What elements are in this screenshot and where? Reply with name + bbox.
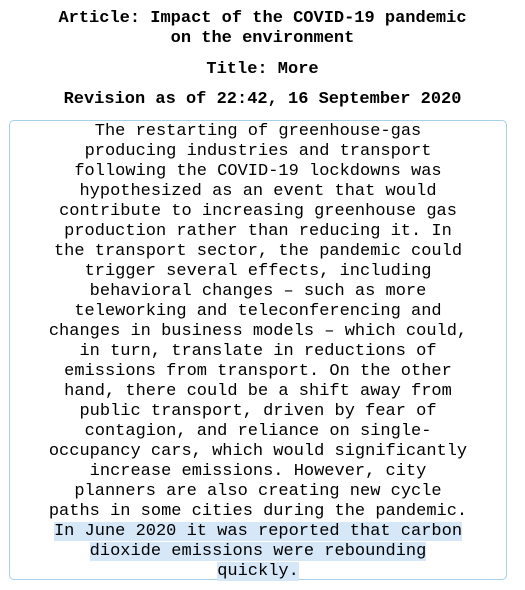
text-line: changes in business models – which could…	[48, 322, 468, 341]
highlighted-text: quickly.	[217, 562, 299, 581]
text-line: contribute to increasing greenhouse gas	[59, 202, 457, 221]
text-line: in turn, translate in reductions of	[79, 342, 437, 361]
text-line: contagion, and reliance on single-	[84, 422, 432, 441]
text-line: hypothesized as an event that would	[79, 182, 437, 201]
revision-content-box	[9, 120, 507, 580]
revision-heading: Revision as of 22:42, 16 September 2020	[63, 90, 462, 109]
title-heading: Title: More	[206, 60, 319, 79]
text-line: hand, there could be a shift away from	[64, 382, 452, 401]
text-line: occupancy cars, which would significantl…	[48, 442, 468, 461]
article-heading: Article: Impact of the COVID-19 pandemic…	[0, 9, 525, 49]
revision-text: The restarting of greenhouse-gas produci…	[9, 122, 507, 582]
text-line: behavioral changes – such as more	[89, 282, 427, 301]
highlighted-line: quickly.	[9, 562, 507, 582]
text-line: public transport, driven by fear of	[79, 402, 437, 421]
text-line: trigger several effects, including	[84, 262, 432, 281]
text-line: The restarting of greenhouse-gas	[94, 122, 422, 141]
text-line: emissions from transport. On the other	[64, 362, 452, 381]
text-line: the transport sector, the pandemic could	[53, 242, 463, 261]
text-line: teleworking and teleconferencing and	[74, 302, 442, 321]
text-line: following the COVID-19 lockdowns was	[74, 162, 442, 181]
highlighted-text: dioxide emissions were rebounding	[89, 542, 427, 561]
highlighted-line: In June 2020 it was reported that carbon	[9, 522, 507, 542]
article-heading-line-1: Article: Impact of the COVID-19 pandemic	[58, 9, 467, 28]
text-line: increase emissions. However, city	[89, 462, 427, 481]
text-line: production rather than reducing it. In	[64, 222, 452, 241]
text-line: paths in some cities during the pandemic…	[48, 502, 468, 521]
text-line: planners are also creating new cycle	[74, 482, 442, 501]
text-line: producing industries and transport	[84, 142, 432, 161]
article-heading-line-2: on the environment	[170, 29, 355, 48]
highlighted-text: In June 2020 it was reported that carbon	[53, 522, 463, 541]
highlighted-line: dioxide emissions were rebounding	[9, 542, 507, 562]
